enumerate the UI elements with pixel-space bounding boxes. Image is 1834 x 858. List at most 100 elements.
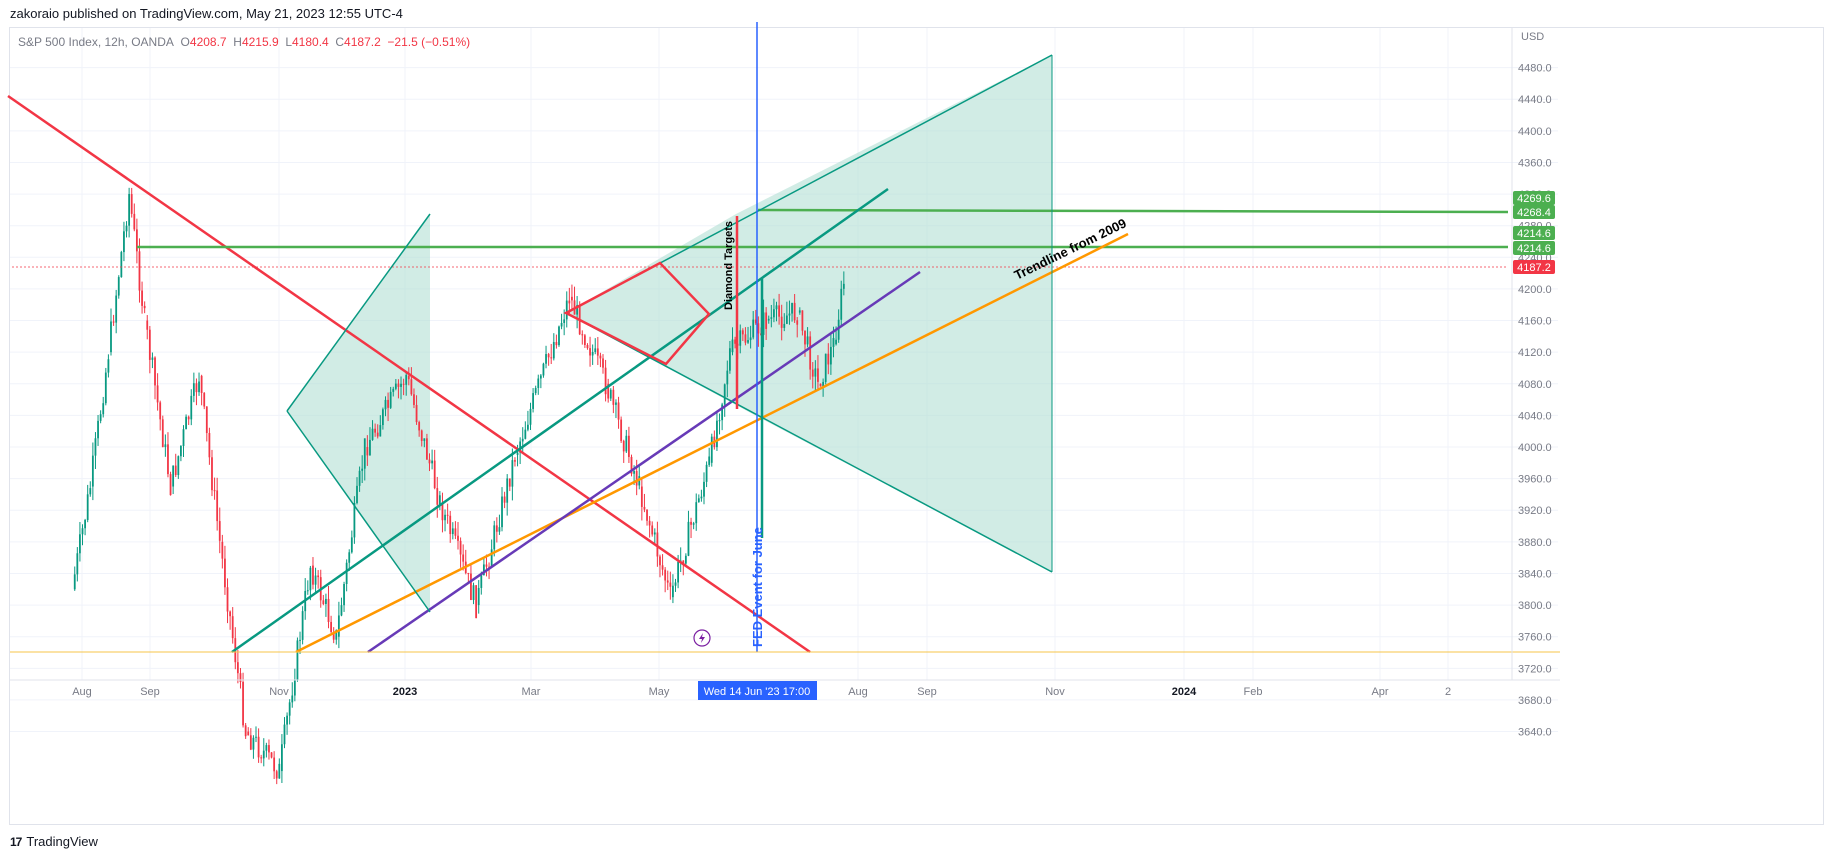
candle-body [609, 389, 612, 399]
candle-body [426, 438, 428, 460]
candle-body [728, 348, 731, 371]
candle-body [705, 464, 708, 482]
tradingview-logo-icon: 17 [10, 834, 22, 849]
candle-body [506, 478, 509, 503]
candle-body [628, 435, 630, 457]
candle-body [604, 367, 607, 395]
price-label-value: 4268.4 [1517, 207, 1551, 219]
candle-body [475, 585, 478, 619]
open-label: O [180, 35, 190, 49]
candle-body [581, 334, 584, 336]
candle-body [762, 312, 765, 335]
price-label-box [1513, 226, 1555, 240]
candle-body [501, 496, 503, 528]
candle-body [558, 326, 560, 346]
candle-body [374, 428, 377, 433]
candle-body [780, 316, 783, 328]
candle-body [783, 323, 786, 328]
candle-body [599, 355, 602, 359]
candle-body [242, 681, 244, 726]
candle-body [532, 393, 534, 409]
candle-body [99, 414, 102, 421]
candle-body [708, 456, 711, 465]
price-tick-label: 3840.0 [1518, 568, 1552, 580]
candle-body [804, 330, 806, 345]
candle-body [345, 562, 348, 584]
candle-body [348, 552, 351, 563]
candle-body [775, 305, 778, 310]
candle-body [472, 585, 475, 600]
candle-body [402, 383, 405, 385]
candle-body [169, 474, 172, 496]
candle-body [625, 435, 628, 452]
time-tick-label: 2023 [393, 686, 417, 698]
low-value: 4180.4 [292, 35, 329, 49]
candle-body [281, 744, 283, 772]
candle-body [560, 322, 563, 327]
candle-body [91, 455, 94, 487]
candle-body [283, 724, 286, 745]
candle-body [182, 429, 185, 446]
candle-body [669, 582, 672, 587]
candle-body [428, 459, 431, 464]
price-tick-label: 4000.0 [1518, 442, 1552, 454]
purple-support-line [367, 270, 921, 654]
candle-body [309, 567, 312, 591]
fed-event-label: FED Event for June [750, 527, 765, 647]
time-tick-label: Nov [1045, 686, 1065, 698]
candle-body [335, 630, 338, 640]
candle-body [379, 425, 382, 437]
candle-body [192, 383, 195, 396]
chart-frame [9, 27, 1824, 825]
candle-body [583, 335, 586, 345]
candle-body [542, 363, 545, 376]
candle-body [356, 485, 358, 503]
candle-body [81, 528, 84, 535]
candle-body [716, 420, 718, 448]
price-label-box [1513, 205, 1555, 219]
price-tick-label: 3720.0 [1518, 663, 1552, 675]
time-tick-label: 2024 [1172, 686, 1197, 698]
candle-body [167, 444, 169, 475]
candle-body [431, 460, 433, 464]
candle-body [664, 569, 667, 581]
candle-body [630, 456, 633, 474]
close-label: C [335, 35, 345, 49]
candle-body [840, 288, 843, 320]
candle-body [684, 555, 687, 564]
candle-body [643, 506, 646, 510]
candle-body [602, 358, 604, 368]
candle-body [394, 383, 397, 389]
candle-body [718, 420, 721, 422]
candle-body [89, 488, 92, 495]
candle-body [653, 532, 656, 535]
candle-body [615, 402, 617, 405]
candle-body [529, 408, 532, 425]
candle-body [757, 323, 760, 334]
candle-body [617, 402, 620, 420]
candle-body [672, 585, 674, 598]
candle-body [236, 662, 239, 674]
candle-body [312, 565, 314, 585]
candle-body [381, 409, 384, 426]
price-label-box [1513, 241, 1555, 255]
candle-body [767, 318, 770, 321]
price-label-value: 4187.2 [1517, 262, 1551, 274]
candle-body [322, 600, 325, 605]
candle-body [791, 302, 793, 314]
candle-body [117, 277, 120, 296]
candle-body [340, 605, 343, 616]
candle-body [180, 445, 182, 457]
price-label-box [1513, 260, 1555, 274]
time-tick-label: Mar [522, 686, 541, 698]
price-labels: 4269.6 4268.4 4214.6 4214.6 4187.2 [1513, 191, 1555, 274]
candle-body [221, 541, 224, 559]
candle-body [104, 372, 107, 404]
price-tick-label: 4080.0 [1518, 379, 1552, 391]
candle-body [369, 439, 371, 456]
symbol-label[interactable]: S&P 500 Index, 12h, OANDA [18, 35, 174, 49]
candle-body [741, 330, 744, 335]
candle-body [462, 554, 465, 562]
candle-body [687, 521, 690, 556]
